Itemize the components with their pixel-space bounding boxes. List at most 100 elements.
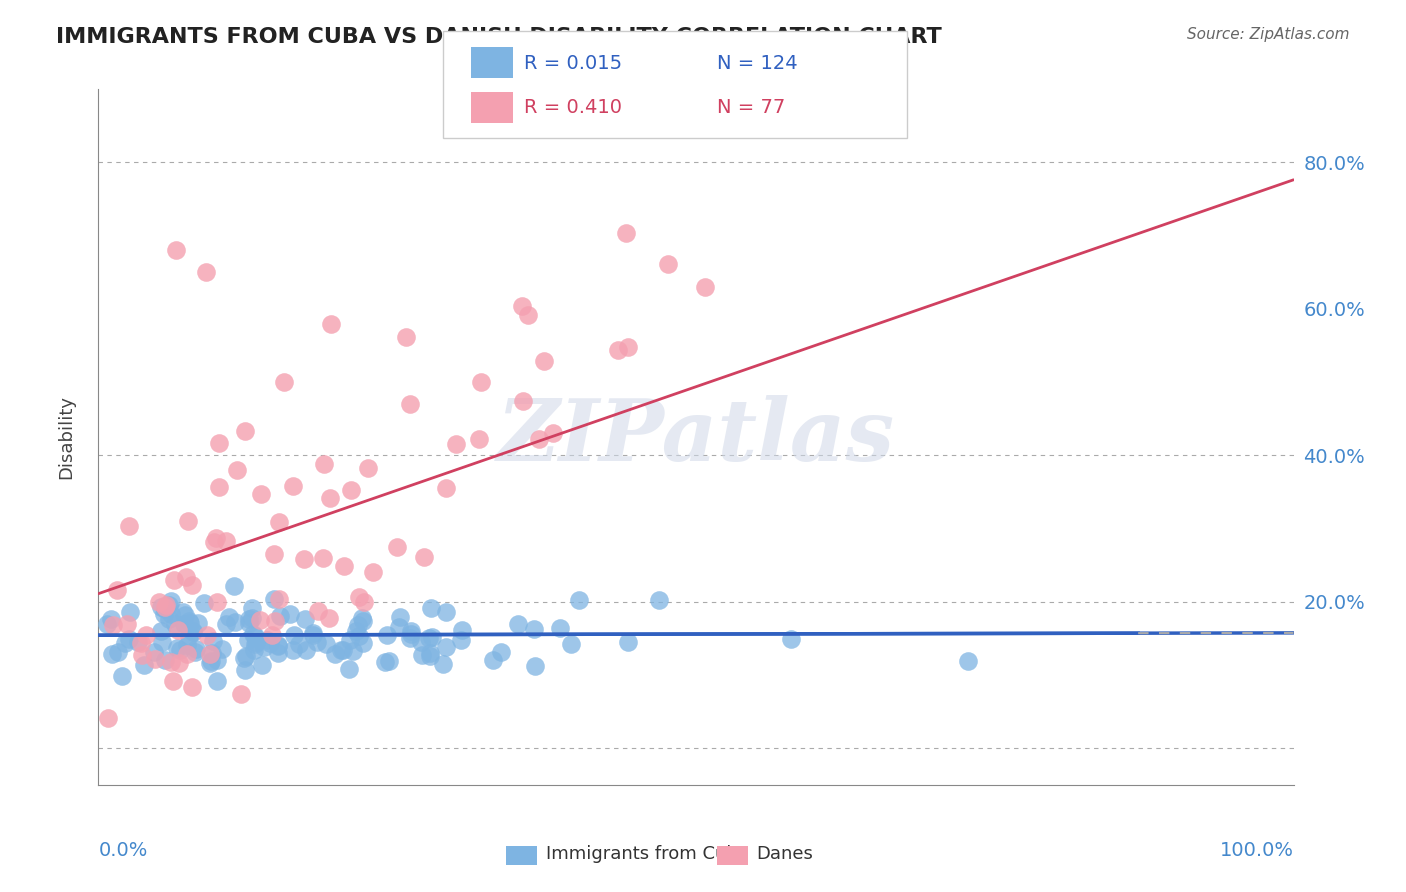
Point xyxy=(111,669,134,683)
Point xyxy=(418,631,440,645)
Point xyxy=(132,658,155,673)
Point xyxy=(657,257,679,271)
Point xyxy=(394,329,416,343)
Point xyxy=(153,600,176,615)
Point xyxy=(527,432,550,446)
Point xyxy=(263,547,285,561)
Point xyxy=(318,610,340,624)
Point xyxy=(238,616,260,631)
Point xyxy=(342,644,364,658)
Point xyxy=(242,626,264,640)
Text: ZIPatlas: ZIPatlas xyxy=(496,395,896,479)
Point xyxy=(101,648,124,662)
Point xyxy=(451,623,474,637)
Point xyxy=(614,226,637,240)
Point xyxy=(434,640,457,654)
Point xyxy=(419,646,441,660)
Point xyxy=(399,627,422,641)
Point xyxy=(568,593,591,607)
Point xyxy=(506,616,529,631)
Point xyxy=(333,558,356,573)
Point xyxy=(323,648,346,662)
Point xyxy=(163,573,186,587)
Point xyxy=(467,433,489,447)
Point xyxy=(202,534,225,549)
Point xyxy=(238,612,260,626)
Point xyxy=(235,648,257,663)
Point xyxy=(229,687,252,701)
Point xyxy=(205,674,228,689)
Point xyxy=(401,624,423,639)
Point xyxy=(346,624,368,638)
Point xyxy=(353,595,375,609)
Point xyxy=(357,460,380,475)
Point xyxy=(233,663,256,677)
Point xyxy=(374,655,396,669)
Point xyxy=(127,635,149,649)
Point xyxy=(350,611,373,625)
Point xyxy=(107,645,129,659)
Point xyxy=(117,632,139,646)
Point xyxy=(198,648,221,662)
Point xyxy=(616,340,638,354)
Point xyxy=(243,643,266,657)
Point xyxy=(512,393,534,408)
Point xyxy=(169,656,191,670)
Point xyxy=(179,614,201,628)
Point xyxy=(181,680,204,694)
Point xyxy=(201,646,224,660)
Point xyxy=(134,628,156,642)
Point xyxy=(176,638,198,652)
Point xyxy=(160,607,183,622)
Point xyxy=(695,280,717,294)
Point xyxy=(181,624,204,639)
Point xyxy=(173,607,195,622)
Point xyxy=(100,612,122,626)
Point xyxy=(412,550,434,565)
Point xyxy=(155,599,177,613)
Point xyxy=(165,616,187,631)
Point xyxy=(330,642,353,657)
Point xyxy=(211,642,233,657)
Point xyxy=(195,628,218,642)
Point xyxy=(207,435,229,450)
Point xyxy=(157,612,180,626)
Point xyxy=(177,514,200,528)
Text: Danes: Danes xyxy=(756,845,813,863)
Text: Immigrants from Cuba: Immigrants from Cuba xyxy=(546,845,748,863)
Point xyxy=(256,633,278,648)
Point xyxy=(347,591,370,605)
Text: 0.0%: 0.0% xyxy=(98,840,148,860)
Point xyxy=(283,479,305,493)
Point xyxy=(606,343,628,358)
Point xyxy=(232,651,254,665)
Point xyxy=(207,653,229,667)
Point xyxy=(150,600,173,615)
Point xyxy=(956,654,979,668)
Point xyxy=(315,637,337,651)
Point xyxy=(215,533,238,548)
Point xyxy=(314,457,336,471)
Point xyxy=(419,601,441,615)
Point xyxy=(250,487,273,501)
Point xyxy=(181,624,204,639)
Text: R = 0.015: R = 0.015 xyxy=(524,54,623,73)
Point xyxy=(167,623,190,637)
Point xyxy=(195,265,218,279)
Point xyxy=(142,645,165,659)
Point xyxy=(332,642,354,657)
Point xyxy=(131,648,153,663)
Point xyxy=(143,652,166,666)
Point xyxy=(263,591,285,606)
Point xyxy=(482,653,505,667)
Point xyxy=(218,610,240,624)
Point xyxy=(1128,789,1150,803)
Point xyxy=(319,317,342,331)
Point xyxy=(115,617,138,632)
Point xyxy=(432,657,454,672)
Point xyxy=(340,483,363,497)
Point xyxy=(240,600,263,615)
Point xyxy=(253,640,276,655)
Point xyxy=(236,632,259,647)
Point xyxy=(153,601,176,615)
